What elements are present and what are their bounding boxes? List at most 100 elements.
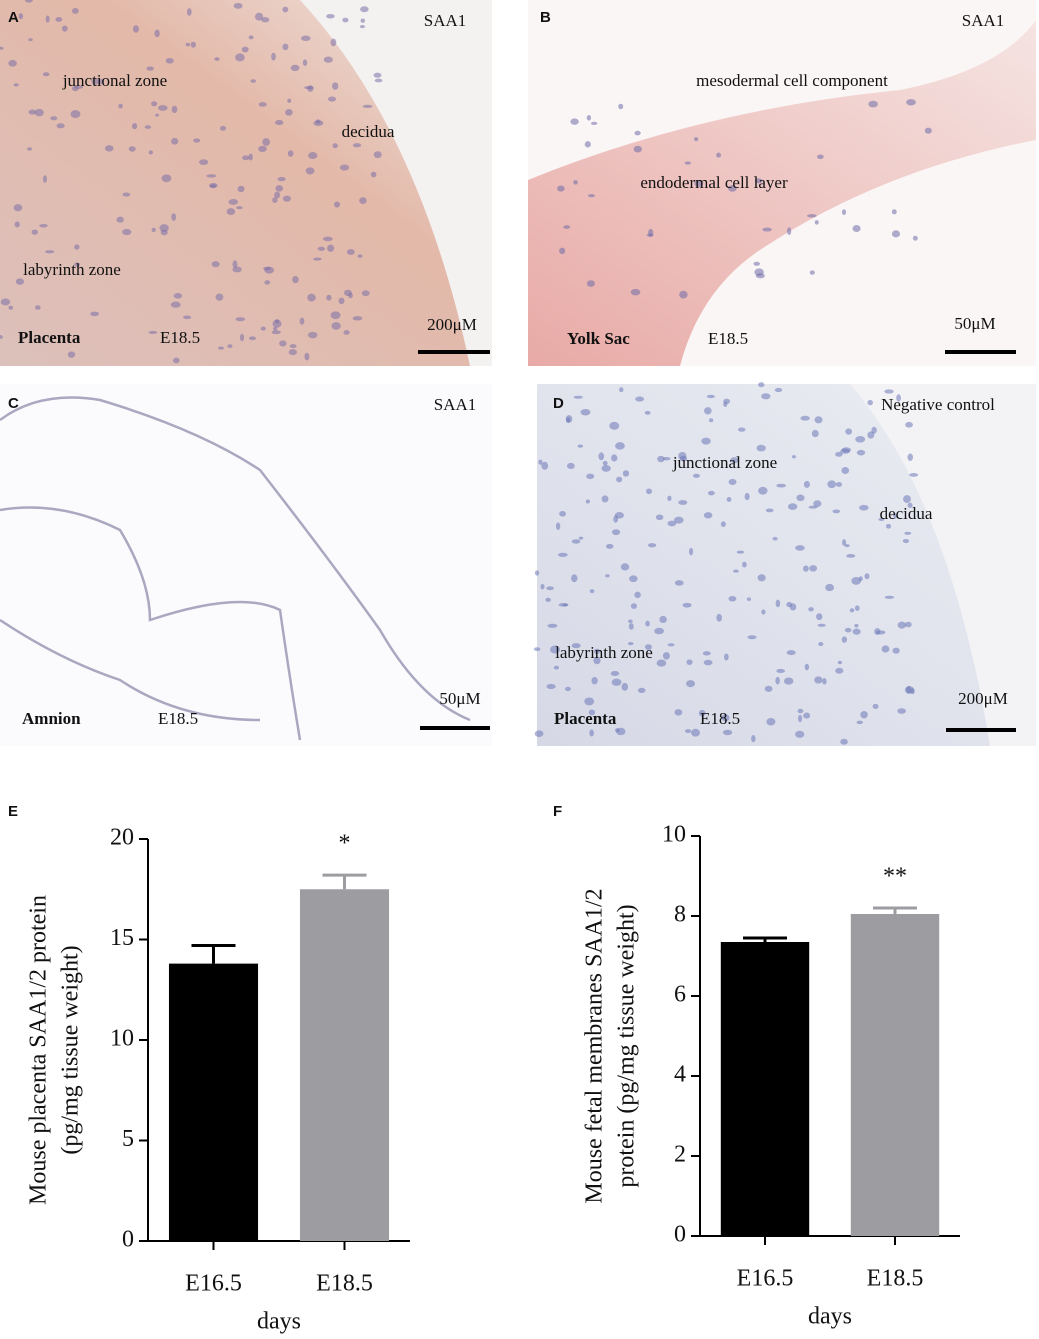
nucleus bbox=[800, 415, 810, 421]
nucleus bbox=[271, 330, 281, 335]
nucleus bbox=[924, 127, 932, 134]
nucleus bbox=[241, 46, 249, 53]
nucleus bbox=[621, 682, 629, 691]
nucleus bbox=[327, 96, 337, 102]
nucleus bbox=[250, 79, 257, 83]
nucleus bbox=[832, 509, 841, 514]
nucleus bbox=[220, 125, 226, 131]
nucleus bbox=[288, 349, 297, 356]
nucleus bbox=[744, 492, 750, 501]
region-label: junctional zone bbox=[672, 453, 777, 472]
nucleus bbox=[605, 543, 614, 549]
nucleus bbox=[326, 294, 332, 301]
nucleus bbox=[159, 224, 169, 232]
nucleus bbox=[840, 738, 848, 745]
nucleus bbox=[0, 334, 3, 340]
nucleus bbox=[634, 130, 641, 136]
nucleus bbox=[308, 152, 318, 160]
nucleus bbox=[841, 466, 850, 475]
nucleus bbox=[758, 486, 768, 495]
nucleus bbox=[630, 603, 637, 609]
stain-label: SAA1 bbox=[962, 11, 1005, 30]
nucleus bbox=[871, 426, 877, 434]
nucleus bbox=[132, 123, 138, 130]
nucleus bbox=[39, 224, 48, 228]
nucleus bbox=[262, 138, 270, 146]
nucleus bbox=[305, 167, 315, 175]
nucleus bbox=[589, 589, 595, 594]
nucleus bbox=[264, 280, 271, 285]
nucleus bbox=[662, 652, 670, 660]
nucleus bbox=[844, 627, 852, 633]
nucleus bbox=[706, 394, 715, 399]
nucleus bbox=[814, 676, 823, 684]
nucleus bbox=[563, 225, 571, 229]
panel-letter: C bbox=[8, 395, 19, 412]
tissue-label: Placenta bbox=[554, 709, 617, 728]
nucleus bbox=[373, 72, 382, 78]
nucleus bbox=[541, 461, 549, 470]
nucleus bbox=[211, 261, 220, 268]
nucleus bbox=[282, 195, 291, 202]
nucleus bbox=[585, 499, 590, 504]
nucleus bbox=[571, 539, 581, 544]
nucleus bbox=[818, 642, 824, 647]
nucleus bbox=[851, 576, 862, 585]
region-label: endodermal cell layer bbox=[640, 173, 788, 192]
nucleus bbox=[248, 153, 253, 161]
nucleus bbox=[13, 83, 19, 87]
nucleus bbox=[352, 316, 363, 321]
nucleus bbox=[272, 197, 278, 203]
nucleus bbox=[374, 78, 383, 83]
nucleus bbox=[614, 512, 625, 519]
stage-label: E18.5 bbox=[700, 709, 740, 728]
nucleus bbox=[171, 137, 179, 145]
region-label: junctional zone bbox=[62, 71, 167, 90]
nucleus bbox=[261, 17, 270, 23]
nucleus bbox=[61, 25, 68, 32]
nucleus bbox=[686, 659, 693, 665]
nucleus bbox=[327, 244, 335, 252]
nucleus bbox=[28, 38, 33, 42]
nucleus bbox=[272, 319, 282, 328]
nucleus bbox=[559, 247, 566, 255]
nucleus bbox=[185, 42, 191, 47]
nucleus bbox=[158, 105, 168, 111]
nucleus bbox=[34, 305, 41, 310]
nucleus bbox=[835, 451, 843, 457]
nucleus bbox=[686, 680, 695, 688]
nucleus bbox=[754, 268, 764, 276]
nucleus bbox=[645, 488, 653, 495]
nucleus bbox=[891, 209, 897, 215]
nucleus bbox=[173, 293, 183, 299]
nucleus bbox=[610, 670, 620, 677]
bar bbox=[168, 963, 259, 1241]
nucleus bbox=[703, 512, 713, 519]
nucleus bbox=[774, 387, 783, 393]
micrographs bbox=[0, 0, 1036, 746]
nucleus bbox=[845, 428, 853, 435]
nucleus bbox=[813, 500, 822, 508]
bar bbox=[299, 889, 390, 1241]
nucleus bbox=[42, 175, 47, 183]
nucleus bbox=[323, 56, 333, 63]
nucleus bbox=[359, 24, 365, 29]
nucleus bbox=[618, 103, 624, 110]
significance-mark: * bbox=[339, 831, 351, 857]
nucleus bbox=[559, 510, 566, 517]
nucleus bbox=[825, 583, 835, 592]
nucleus bbox=[648, 543, 657, 548]
nucleus bbox=[854, 605, 860, 611]
nucleus bbox=[906, 685, 912, 694]
nucleus bbox=[803, 712, 811, 719]
nucleus bbox=[586, 473, 595, 480]
nucleus bbox=[728, 595, 737, 602]
nucleus bbox=[370, 171, 377, 178]
nucleus bbox=[656, 659, 667, 667]
nucleus bbox=[193, 138, 201, 143]
nucleus bbox=[128, 146, 136, 152]
x-tick-label: E16.5 bbox=[185, 1271, 242, 1297]
nucleus bbox=[352, 143, 362, 148]
nucleus bbox=[71, 8, 79, 14]
nucleus bbox=[667, 643, 675, 647]
